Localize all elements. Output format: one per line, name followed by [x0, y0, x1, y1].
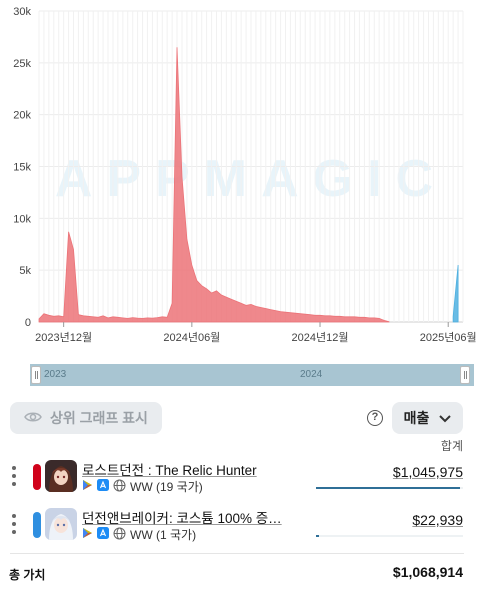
range-selector[interactable]: 2023 2024 [30, 364, 474, 386]
app-store-icon [97, 479, 109, 494]
google-play-icon [82, 479, 93, 494]
x-tick-label: 2023년12월 [35, 331, 92, 344]
globe-icon [113, 479, 126, 495]
y-tick-label: 10k [13, 213, 31, 225]
app-region: WW (1 국가) [130, 528, 197, 542]
metric-dropdown[interactable]: 매출 [392, 402, 463, 434]
x-tick-label: 2025년06월 [420, 331, 477, 344]
help-icon[interactable]: ? [367, 410, 383, 426]
show-top-graph-button[interactable]: 상위 그래프 표시 [10, 402, 162, 434]
y-tick-label: 25k [13, 58, 31, 70]
share-bar [316, 535, 463, 537]
chevron-down-icon [439, 410, 452, 426]
series-area-0 [38, 47, 390, 323]
range-handle-left[interactable] [31, 366, 41, 384]
total-value: $1,068,914 [392, 564, 463, 580]
y-tick-label: 0 [25, 317, 31, 329]
app-revenue[interactable]: $1,045,975 [392, 464, 463, 480]
range-handle-right[interactable] [460, 366, 470, 384]
app-title[interactable]: 로스트던전 : The Relic Hunter [82, 463, 257, 478]
revenue-chart: APPMAGIC 30k 25k 20k 15k 10k 5k 0 2023년12월 2024년0… [13, 6, 477, 344]
x-tick-label: 2024년12월 [292, 331, 349, 344]
share-bar-fill [316, 535, 320, 537]
series-color-bar [33, 512, 41, 538]
app-revenue[interactable]: $22,939 [412, 512, 463, 528]
app-store-icon [97, 527, 109, 542]
total-label: 총 가치 [9, 568, 46, 582]
globe-icon [113, 527, 126, 543]
google-play-icon [82, 527, 93, 542]
app-meta: WW (19 국가) [82, 478, 203, 495]
share-bar-fill [316, 487, 460, 489]
y-tick-label: 5k [19, 265, 31, 277]
show-top-graph-label: 상위 그래프 표시 [50, 410, 148, 426]
share-bar [316, 487, 463, 489]
series-area-1 [452, 264, 459, 323]
app-icon-lost-dungeon[interactable] [45, 460, 77, 492]
range-label-2023: 2023 [44, 369, 67, 380]
sum-column-label: 합계 [440, 439, 463, 453]
x-tick-label: 2024년06월 [163, 331, 220, 344]
eye-icon [24, 410, 42, 426]
series-color-bar [33, 464, 41, 490]
range-label-2024: 2024 [300, 369, 323, 380]
app-row: 로스트던전 : The Relic Hunter WW (19 국가) $1,0… [0, 460, 479, 504]
app-region: WW (19 국가) [130, 480, 203, 494]
app-title[interactable]: 던전앤브레이커: 코스튬 100% 증… [82, 511, 282, 526]
more-options-icon[interactable] [11, 466, 17, 488]
divider [10, 553, 464, 554]
y-tick-label: 15k [13, 162, 31, 174]
app-row: 던전앤브레이커: 코스튬 100% 증… WW (1 국가) $22,939 [0, 508, 479, 552]
y-tick-label: 20k [13, 110, 31, 122]
more-options-icon[interactable] [11, 514, 17, 536]
y-tick-label: 30k [13, 6, 31, 18]
app-icon-dungeon-and-breaker[interactable] [45, 508, 77, 540]
metric-label: 매출 [403, 410, 430, 426]
app-meta: WW (1 국가) [82, 526, 196, 543]
